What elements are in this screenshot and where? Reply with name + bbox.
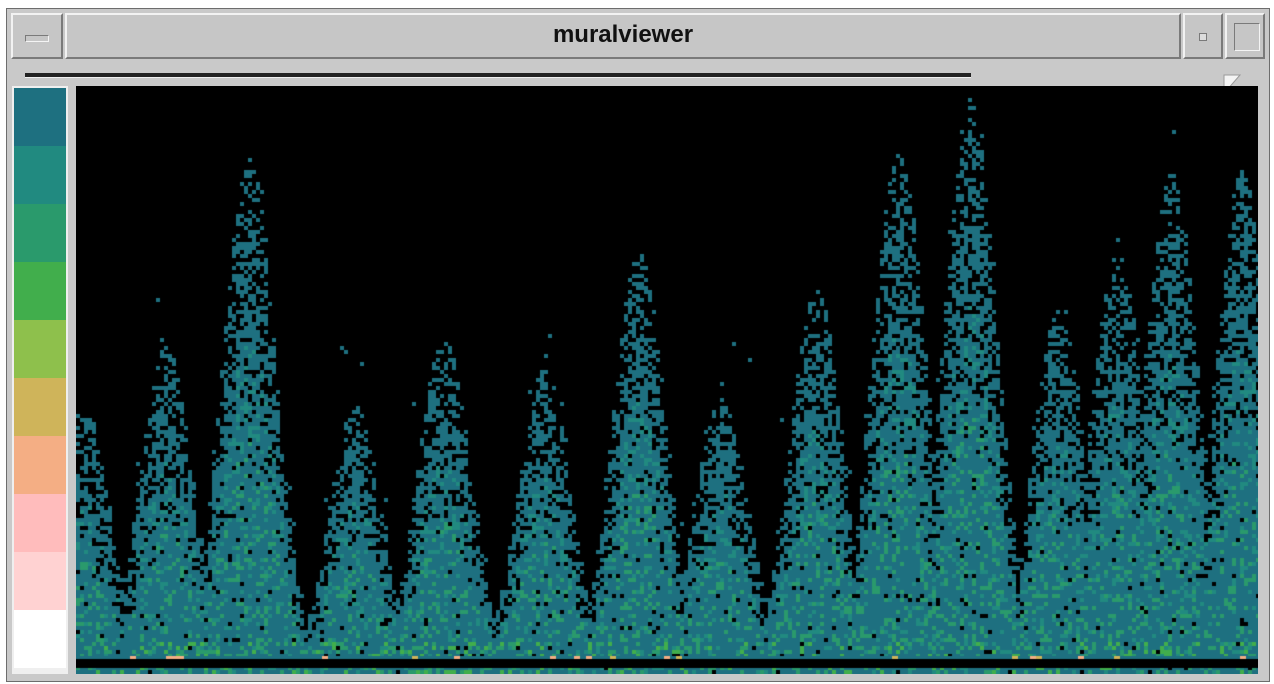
minimize-button[interactable]: [1183, 13, 1223, 59]
legend-swatch: [14, 204, 66, 262]
legend-swatch: [14, 88, 66, 146]
legend-swatch: [14, 262, 66, 320]
maximize-icon: [1234, 23, 1260, 51]
title-bar[interactable]: muralviewer: [11, 13, 1265, 61]
legend-swatch: [14, 610, 66, 668]
legend-swatch: [14, 436, 66, 494]
mural-view[interactable]: [76, 86, 1258, 674]
legend-swatch: [14, 146, 66, 204]
maximize-button[interactable]: [1225, 13, 1265, 59]
legend-swatch: [14, 494, 66, 552]
minimize-icon: [1199, 33, 1207, 41]
legend-swatch: [14, 378, 66, 436]
slider-track[interactable]: [25, 73, 971, 78]
legend-swatch: [14, 552, 66, 610]
legend-swatch: [14, 320, 66, 378]
mural-density-plot: [76, 86, 1258, 674]
window-menu-button[interactable]: [11, 13, 63, 59]
window-title[interactable]: muralviewer: [65, 13, 1181, 59]
window-menu-icon: [25, 35, 49, 42]
color-legend: [12, 86, 68, 674]
